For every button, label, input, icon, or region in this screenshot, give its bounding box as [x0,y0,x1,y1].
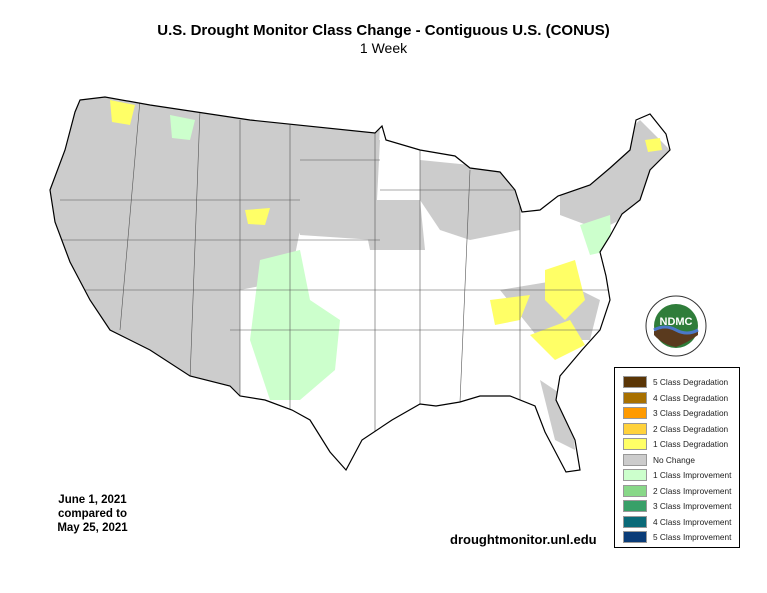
legend-item: 2 Class Improvement [623,484,732,497]
legend-swatch [623,407,647,419]
legend-item: 4 Class Improvement [623,515,732,528]
change-regions [50,97,670,450]
region-no-change-plains [280,140,380,240]
region-degradation-wyoming [245,208,270,225]
legend-label: 3 Class Degradation [653,408,729,418]
legend-item: 4 Class Degradation [623,391,729,404]
region-improvement-southern-plains [250,250,340,400]
legend-item: No Change [623,453,695,466]
legend-label: 2 Class Degradation [653,423,729,434]
legend-item: 3 Class Improvement [623,500,731,512]
legend-swatch [623,422,647,435]
region-no-change-great-lakes [420,160,520,240]
legend: 5 Class Degradation 4 Class Degradation 3 … [614,367,740,548]
legend-label: 5 Class Improvement [653,532,732,542]
legend-label: 5 Class Degradation [653,377,729,387]
legend-swatch [623,376,647,388]
ndmc-logo: NDMC [645,295,707,357]
legend-swatch [623,453,647,466]
legend-swatch [623,500,647,512]
legend-item: 3 Class Degradation [623,407,728,419]
legend-label: 4 Class Degradation [653,392,729,403]
legend-item: 1 Class Improvement [623,469,731,481]
previous-date: May 25, 2021 [57,522,128,534]
source-url: droughtmonitor.unl.edu [450,532,597,547]
legend-item: 1 Class Degradation [623,438,728,450]
date-comparison: June 1, 2021 compared to May 25, 2021 [40,493,145,535]
legend-swatch [623,515,647,528]
legend-item: 5 Class Degradation [623,376,728,388]
region-no-change-iowa [360,200,425,250]
logo-abbr: NDMC [660,316,693,328]
region-no-change-northeast [560,120,670,230]
legend-item: 5 Class Improvement [623,531,731,543]
legend-swatch [623,469,647,481]
current-date: June 1, 2021 [58,494,127,506]
legend-swatch [623,484,647,497]
legend-swatch [623,531,647,543]
legend-label: 1 Class Improvement [653,470,732,480]
region-degradation-maine [645,138,662,152]
legend-label: 1 Class Degradation [653,439,729,449]
legend-label: No Change [653,454,695,465]
map-title: U.S. Drought Monitor Class Change - Cont… [157,22,610,39]
compared-to-label: compared to [57,508,127,520]
legend-swatch [623,438,647,450]
legend-label: 2 Class Improvement [653,485,732,496]
region-improvement-montana [170,115,195,140]
state-boundaries [60,99,620,440]
legend-label: 4 Class Improvement [653,516,732,527]
region-degradation-washington [110,100,135,125]
legend-swatch [623,391,647,404]
map-subtitle: 1 Week [359,40,408,56]
legend-item: 2 Class Degradation [623,422,729,435]
legend-label: 3 Class Improvement [653,501,732,511]
